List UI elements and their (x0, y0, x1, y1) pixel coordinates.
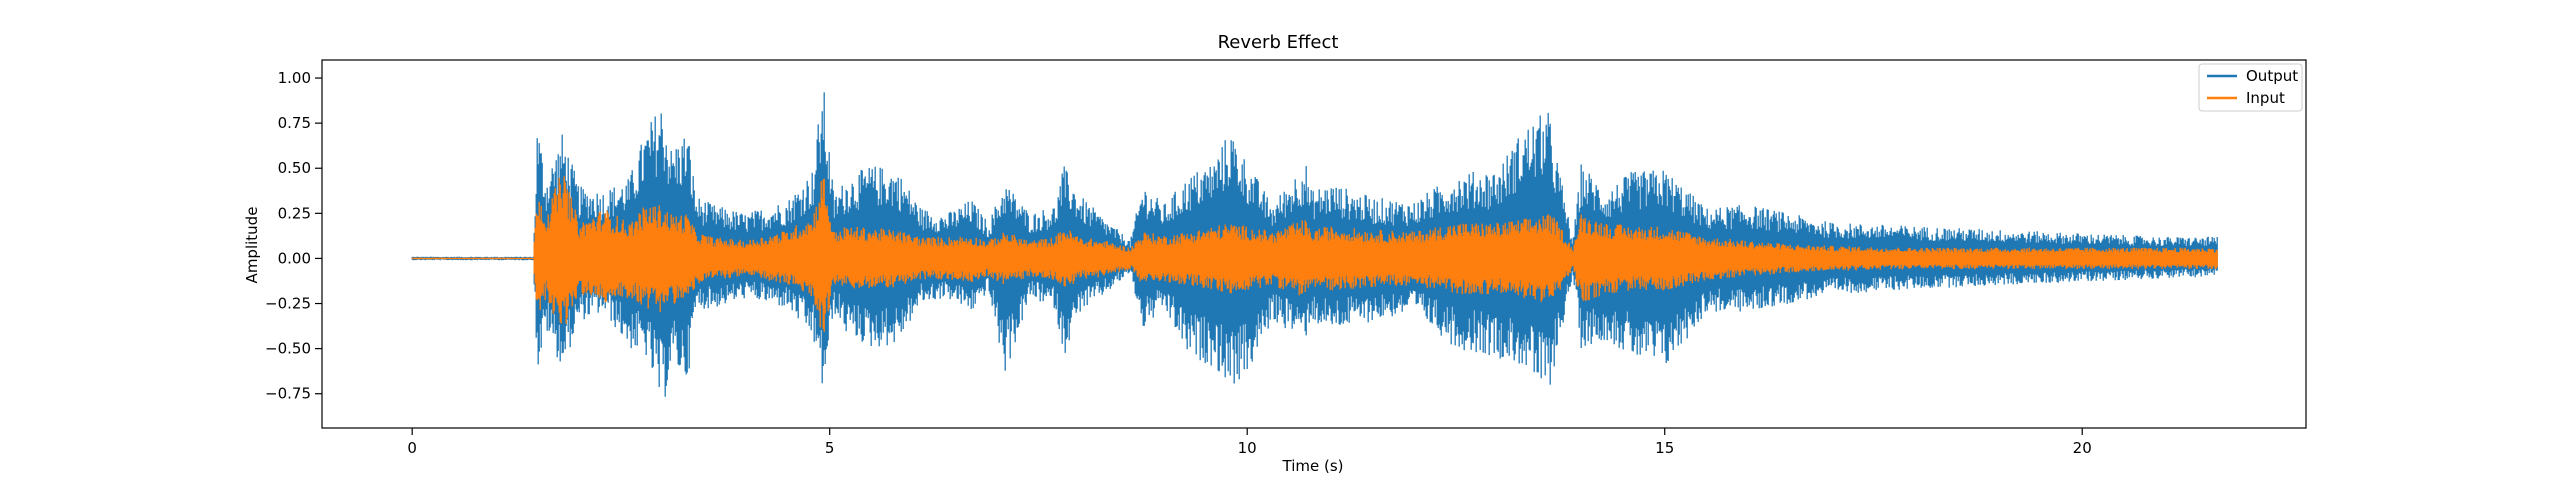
legend: Output Input (2198, 63, 2303, 112)
y-axis-label: Amplitude (243, 207, 261, 284)
y-tick-label: −0.75 (265, 385, 311, 403)
x-tick-label: 5 (825, 439, 835, 457)
chart-title: Reverb Effect (1218, 32, 1339, 53)
y-tick-label: −0.25 (265, 295, 311, 313)
x-tick-label: 10 (1238, 439, 1257, 457)
y-tick-label: 0.00 (278, 249, 311, 267)
x-tick-label: 0 (407, 439, 417, 457)
plot-area (411, 92, 2218, 397)
x-axis-label: Time (s) (1282, 457, 1344, 475)
x-tick-label: 15 (1655, 439, 1674, 457)
x-axis: 0 5 10 15 20 (407, 428, 2092, 457)
series-line-input (411, 176, 2218, 332)
y-tick-label: −0.50 (265, 340, 311, 358)
legend-label-input: Input (2246, 89, 2285, 107)
axes-frame (321, 59, 2307, 429)
y-tick-label: 0.50 (278, 159, 311, 177)
y-tick-label: 0.25 (278, 204, 311, 222)
legend-label-output: Output (2246, 67, 2298, 85)
y-tick-label: 1.00 (278, 69, 311, 87)
y-tick-label: 0.75 (278, 114, 311, 132)
x-tick-label: 20 (2073, 439, 2092, 457)
y-axis: −0.75 −0.50 −0.25 0.00 0.25 0.50 0.75 1.00 (265, 69, 322, 403)
